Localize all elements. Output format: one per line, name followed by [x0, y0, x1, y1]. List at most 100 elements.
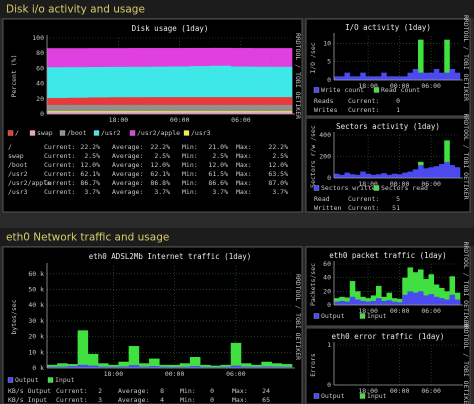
stat-row-name: /: [8, 143, 12, 151]
area-column: [407, 291, 414, 305]
side-label: RRDTOOL / TOBI OETIKER: [462, 113, 470, 199]
area-column: [444, 299, 450, 305]
area-column: [57, 366, 68, 368]
stat-value: 86.8%: [150, 179, 170, 187]
stat-value: 3.7%: [84, 188, 100, 196]
area-column: [386, 76, 393, 80]
area-column: [454, 167, 461, 178]
stat-header: Min:: [182, 188, 198, 196]
area-column: [349, 281, 356, 305]
legend-label: Input: [367, 392, 387, 400]
area-column: [423, 168, 429, 178]
area-column: [355, 174, 361, 178]
area-column: [128, 112, 150, 114]
stat-value: 51: [392, 204, 400, 212]
stat-value: 22.2%: [268, 143, 288, 151]
area-column: [87, 365, 99, 368]
area-column: [454, 72, 461, 80]
stat-header: Average:: [112, 179, 143, 187]
stat-value: 0: [396, 97, 400, 105]
area-column: [454, 299, 461, 305]
stat-value: 12.0%: [208, 161, 228, 169]
stat-header: Current:: [44, 143, 75, 151]
area-column: [376, 285, 382, 305]
area-column: [428, 167, 435, 178]
area-column: [230, 342, 242, 368]
stat-header: Max:: [236, 170, 252, 178]
stat-value: 2.5%: [84, 152, 100, 160]
side-label: RRDTOOL / TOBI OETIKER: [294, 274, 302, 360]
y-axis-label: Sectors r/w /sec: [309, 125, 317, 188]
stat-value: 24: [262, 387, 270, 395]
area-column: [210, 104, 232, 114]
area-column: [439, 298, 445, 305]
area-column: [67, 366, 78, 368]
stat-value: 12.0%: [150, 161, 170, 169]
area-column: [418, 72, 424, 80]
x-tick-label: 18:00: [358, 82, 378, 90]
stat-value: 86.7%: [80, 179, 100, 187]
section-header-bar: [0, 228, 474, 246]
legend-label: /boot: [67, 129, 87, 137]
y-tick-label: 40: [323, 274, 331, 282]
area-column: [281, 366, 293, 368]
area-column: [67, 364, 78, 368]
area-column: [108, 364, 119, 368]
side-label: RRDTOOL / TOBI OETIKER: [294, 33, 302, 119]
area-column: [370, 76, 377, 80]
section-title: Disk i/o activity and usage: [6, 4, 145, 16]
area-column: [138, 363, 150, 368]
stat-value: 63.5%: [268, 170, 288, 178]
area-column: [334, 173, 340, 178]
area-column: [344, 297, 351, 305]
stat-row-name: /boot: [8, 161, 28, 169]
stat-value: 2.5%: [272, 152, 288, 160]
area-column: [391, 173, 398, 178]
legend-swatch: [313, 87, 320, 93]
x-tick-label: 18:00: [358, 387, 378, 395]
area-column: [407, 267, 414, 305]
stat-header: Min:: [182, 161, 198, 169]
x-tick-label: 00:00: [390, 180, 410, 188]
area-column: [449, 165, 456, 178]
area-column: [433, 296, 440, 305]
legend-swatch: [359, 393, 366, 399]
area-column: [334, 76, 340, 80]
area-column: [149, 112, 170, 114]
area-column: [230, 365, 242, 368]
y-axis-label: I/O /sec: [309, 42, 317, 73]
area-column: [391, 298, 398, 305]
stat-value: 2: [98, 387, 102, 395]
area-column: [412, 169, 419, 178]
stat-value: 1: [396, 106, 400, 114]
legend-swatch: [359, 313, 366, 319]
stat-value: 5: [396, 195, 400, 203]
x-tick-label: 06:00: [421, 82, 441, 90]
area-column: [87, 112, 109, 114]
area-column: [423, 295, 429, 305]
stat-value: 4: [160, 396, 164, 404]
area-column: [189, 104, 211, 114]
stat-value: 3.7%: [154, 188, 170, 196]
area-column: [108, 112, 129, 114]
chart-title: eth0 error traffic (1day): [332, 332, 445, 341]
legend-swatch: [373, 185, 380, 191]
area-column: [360, 300, 366, 305]
chart-title: Sectors activity (1day): [336, 122, 440, 131]
area-column: [444, 140, 450, 178]
y-tick-label: 20: [36, 95, 44, 103]
area-column: [344, 172, 351, 178]
area-column: [376, 174, 382, 178]
stat-value: 12.0%: [80, 161, 100, 169]
area-column: [138, 366, 150, 368]
area-column: [271, 104, 293, 114]
area-column: [47, 112, 68, 114]
legend-label: Write count: [321, 86, 364, 94]
side-label: RRDTOOL / TOBI OETIKER: [462, 15, 470, 101]
area-column: [365, 298, 372, 305]
area-column: [200, 366, 211, 368]
area-column: [423, 72, 429, 80]
stat-header: Min:: [182, 143, 198, 151]
area-column: [349, 76, 356, 80]
